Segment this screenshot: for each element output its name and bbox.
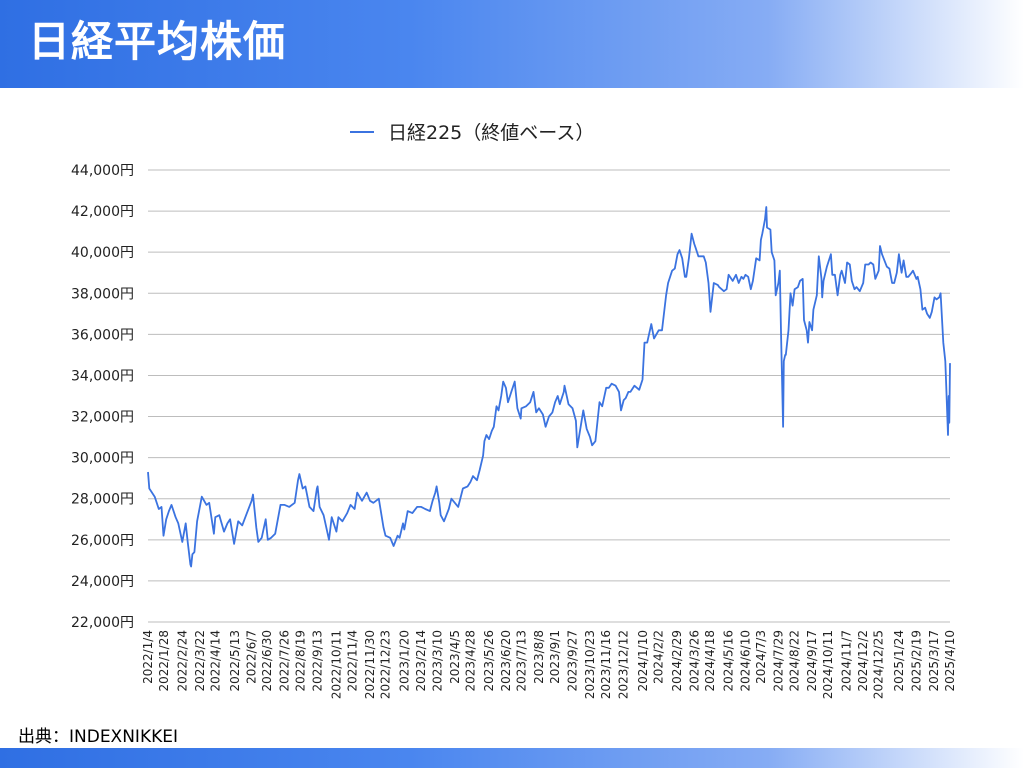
y-tick-label: 34,000円 [71, 368, 134, 384]
x-tick-label: 2022/12/23 [379, 630, 393, 699]
x-tick-label: 2022/1/28 [157, 630, 171, 692]
x-tick-label: 2022/1/4 [141, 630, 155, 684]
x-tick-label: 2022/7/26 [278, 630, 292, 692]
page-title: 日経平均株価 [28, 17, 287, 66]
legend-label: 日経225（終値ベース） [388, 122, 594, 144]
x-tick-label: 2023/3/10 [430, 630, 444, 692]
x-tick-label: 2022/10/11 [329, 630, 343, 699]
x-tick-label: 2022/5/13 [228, 630, 242, 692]
x-tick-label: 2023/4/5 [448, 630, 462, 684]
y-tick-label: 24,000円 [71, 574, 134, 590]
y-tick-label: 32,000円 [71, 410, 134, 426]
y-tick-label: 30,000円 [71, 451, 134, 467]
footer-bar [0, 748, 1024, 768]
x-tick-label: 2022/6/30 [260, 630, 274, 692]
x-tick-label: 2022/2/24 [175, 630, 189, 692]
x-tick-label: 2025/2/19 [909, 630, 923, 692]
x-tick-label: 2022/11/4 [346, 630, 360, 692]
x-tick-label: 2023/5/26 [482, 630, 496, 692]
x-tick-label: 2023/4/28 [463, 630, 477, 692]
x-tick-label: 2024/12/2 [856, 630, 870, 692]
x-tick-label: 2023/10/23 [583, 630, 597, 699]
x-tick-label: 2022/8/19 [294, 630, 308, 692]
x-tick-label: 2024/10/11 [821, 630, 835, 699]
legend: 日経225（終値ベース） [350, 122, 594, 144]
x-tick-label: 2022/4/14 [208, 630, 222, 692]
x-tick-label: 2023/11/16 [599, 630, 613, 699]
y-tick-label: 38,000円 [71, 286, 134, 302]
y-tick-label: 26,000円 [71, 533, 134, 549]
x-tick-label: 2024/7/3 [754, 630, 768, 684]
x-tick-label: 2022/3/22 [193, 630, 207, 692]
x-tick-label: 2024/2/29 [670, 630, 684, 692]
x-tick-label: 2024/1/10 [636, 630, 650, 692]
x-tick-label: 2024/8/22 [788, 630, 802, 692]
x-tick-label: 2024/6/10 [738, 630, 752, 692]
header-banner: 日経平均株価 [0, 0, 1024, 88]
x-tick-label: 2025/4/10 [943, 630, 957, 692]
x-tick-label: 2023/1/20 [397, 630, 411, 692]
x-axis-ticks: 2022/1/4 2022/1/28 2022/2/24 2022/3/22 2022/… [141, 630, 957, 699]
grid-lines [148, 169, 950, 623]
x-tick-label: 2024/3/26 [687, 630, 701, 692]
x-tick-label: 2023/7/13 [514, 630, 528, 692]
x-tick-label: 2023/9/27 [566, 630, 580, 692]
x-tick-label: 2024/11/7 [839, 630, 853, 692]
x-tick-label: 2023/12/12 [617, 630, 631, 699]
x-tick-label: 2023/6/20 [499, 630, 513, 692]
x-tick-label: 2024/12/25 [872, 630, 886, 699]
y-tick-label: 40,000円 [71, 245, 134, 261]
y-axis-ticks: 22,000円 24,000円 26,000円 28,000円 30,000円 32,00… [71, 163, 134, 631]
y-tick-label: 36,000円 [71, 327, 134, 343]
x-tick-label: 2023/8/8 [532, 630, 546, 684]
x-tick-label: 2023/2/14 [414, 630, 428, 692]
y-tick-label: 22,000円 [71, 615, 134, 631]
x-tick-label: 2024/5/16 [722, 630, 736, 692]
x-tick-label: 2025/1/24 [892, 630, 906, 692]
series-layer [147, 206, 951, 568]
x-tick-label: 2024/7/29 [771, 630, 785, 692]
y-tick-label: 28,000円 [71, 492, 134, 508]
y-tick-label: 42,000円 [71, 204, 134, 220]
x-tick-label: 2022/11/30 [363, 630, 377, 699]
x-tick-label: 2024/2/2 [652, 630, 666, 684]
x-tick-label: 2024/9/17 [805, 630, 819, 692]
series-line [147, 206, 951, 568]
x-tick-label: 2022/9/13 [311, 630, 325, 692]
x-tick-label: 2022/6/7 [245, 630, 259, 684]
y-tick-label: 44,000円 [71, 163, 134, 179]
x-tick-label: 2023/9/1 [548, 630, 562, 684]
source-note: 出典：INDEXNIKKEI [18, 727, 178, 747]
x-tick-label: 2024/4/18 [703, 630, 717, 692]
x-tick-label: 2025/3/17 [927, 630, 941, 692]
